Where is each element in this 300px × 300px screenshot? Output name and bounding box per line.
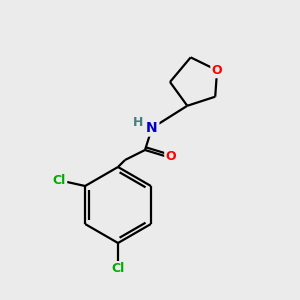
Text: O: O [166,151,176,164]
Text: Cl: Cl [52,173,66,187]
Text: O: O [212,64,222,77]
Text: Cl: Cl [111,262,124,275]
Text: H: H [133,116,143,130]
Text: N: N [146,121,158,135]
